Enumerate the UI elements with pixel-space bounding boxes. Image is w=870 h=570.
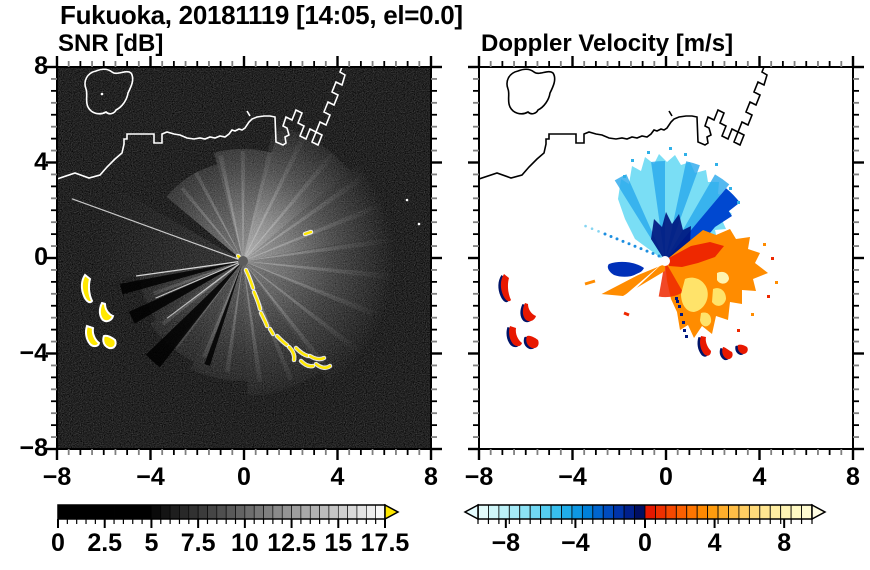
ship-echo	[700, 336, 711, 356]
ship-echo	[500, 274, 511, 302]
dotted-ray	[651, 252, 655, 256]
high-snr-clutter-arc	[275, 334, 289, 347]
x-tick-label: 4	[330, 463, 345, 491]
high-snr-clutter-arc	[244, 268, 255, 290]
x-tick-label: 4	[752, 463, 767, 491]
velocity-panel	[468, 56, 864, 460]
radar-site-marker	[238, 256, 248, 266]
snr-colorbar	[57, 503, 400, 528]
bright-spoke	[166, 260, 244, 319]
high-snr-clutter-arc	[308, 354, 326, 361]
beam-shadow-wedge	[120, 261, 243, 295]
high-snr-target	[85, 324, 101, 348]
high-snr-clutter-arc	[268, 327, 275, 336]
ship-echo	[722, 347, 733, 360]
ship-echo	[737, 344, 748, 354]
x-tick-label: 0	[659, 463, 673, 491]
velocity-field	[479, 67, 778, 361]
high-snr-clutter-arc	[294, 346, 310, 358]
high-snr-clutter-arc	[259, 311, 269, 328]
y-tick-label: −8	[19, 434, 48, 462]
velocity-colorbar-tick-label: 8	[777, 529, 792, 557]
high-snr-clutter-arc	[314, 362, 332, 369]
x-tick-label: 0	[237, 463, 251, 491]
ship-echo	[509, 326, 522, 347]
island-outline	[506, 68, 556, 115]
velocity-colorbar-tick-label: −4	[561, 529, 590, 557]
x-tick-label: −8	[464, 463, 494, 491]
beam-shadow-wedge	[204, 261, 243, 366]
beam-shadow-wedge	[128, 261, 243, 324]
high-snr-clutter-arc	[287, 345, 296, 362]
beam-shadow-wedge	[145, 261, 243, 368]
high-snr-target	[98, 301, 115, 323]
dotted-ray	[633, 244, 637, 248]
radar-site-marker	[660, 256, 670, 266]
high-snr-target	[80, 273, 94, 304]
dotted-ray	[603, 232, 607, 236]
snr-colorbar-tick-label: 15	[324, 529, 353, 557]
dotted-ray	[645, 249, 649, 253]
snr-colorbar-tick-label: 17.5	[360, 529, 410, 557]
y-tick-label: 0	[34, 243, 48, 271]
velocity-colorbar-tick-label: 4	[707, 529, 722, 557]
dotted-ray	[621, 239, 625, 243]
coastline	[479, 67, 768, 180]
velocity-colorbar-tick-label: 0	[638, 529, 652, 557]
y-tick-label: −4	[19, 338, 48, 367]
snr-colorbar-tick-label: 7.5	[180, 529, 216, 557]
dotted-ray	[627, 242, 631, 246]
snr-panel-title: SNR [dB]	[58, 30, 164, 57]
dotted-ray	[639, 247, 643, 251]
velocity-colorbar	[463, 503, 827, 528]
dotted-ray	[609, 234, 613, 238]
bright-spoke	[71, 198, 244, 262]
high-snr-clutter-arc	[252, 290, 262, 311]
high-snr-target	[102, 334, 117, 350]
velocity-overflow-arrow	[811, 503, 827, 521]
snr-colorbar-tick-label: 5	[144, 529, 159, 557]
high-snr-clutter-arc	[299, 359, 315, 368]
x-tick-label: 8	[846, 463, 860, 491]
x-tick-label: 8	[424, 463, 438, 491]
dotted-ray	[657, 254, 661, 258]
bright-spoke	[155, 260, 244, 299]
x-tick-label: −8	[42, 463, 72, 491]
dotted-ray	[615, 237, 619, 241]
snr-colorbar-tick-label: 12.5	[267, 529, 316, 557]
snr-overflow-arrow	[384, 503, 400, 521]
y-tick-label: 4	[34, 147, 48, 176]
x-tick-label: −4	[136, 463, 165, 491]
snr-colorbar-tick-label: 10	[230, 529, 259, 557]
high-snr-clutter-arc	[303, 230, 313, 236]
ship-echo	[522, 303, 536, 322]
bright-spoke	[135, 260, 244, 277]
snr-echo-field	[57, 67, 421, 396]
figure-title: Fukuoka, 20181119 [14:05, el=0.0]	[60, 0, 463, 30]
x-tick-label: −4	[558, 463, 587, 491]
snr-colorbar-tick-label: 0	[51, 529, 65, 557]
velocity-underflow-arrow	[463, 503, 479, 521]
snr-colorbar-tick-label: 2.5	[87, 529, 123, 557]
velocity-colorbar-tick-label: −8	[491, 529, 521, 557]
island-outline	[84, 68, 134, 115]
coastline	[57, 67, 346, 180]
snr-panel	[46, 56, 442, 460]
ship-echo	[526, 335, 539, 349]
y-tick-label: 8	[34, 52, 48, 80]
velocity-panel-title: Doppler Velocity [m/s]	[481, 30, 734, 57]
